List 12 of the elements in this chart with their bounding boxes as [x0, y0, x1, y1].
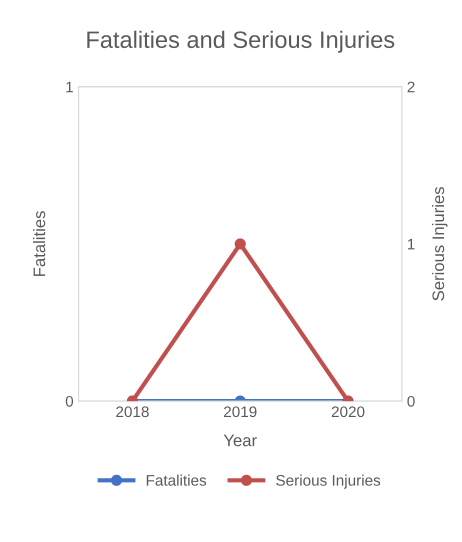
- y2-tick-label: 2: [408, 82, 415, 92]
- x-axis-title: Year: [224, 434, 257, 446]
- y2-tick-label: 1: [408, 238, 415, 250]
- y2-axis-title: Serious Injuries: [432, 187, 448, 301]
- legend-label: Serious Injuries: [276, 474, 380, 489]
- x-tick-label: 2020: [332, 406, 364, 418]
- chart-title: Fatalities and Serious Injuries: [87, 30, 394, 53]
- x-tick-label: 2018: [116, 406, 149, 418]
- legend-label: Fatalities: [146, 474, 206, 486]
- x-tick-label: 2019: [224, 406, 257, 418]
- y2-tick-label: 0: [407, 396, 415, 407]
- y-axis-title: Fatalities: [32, 211, 46, 276]
